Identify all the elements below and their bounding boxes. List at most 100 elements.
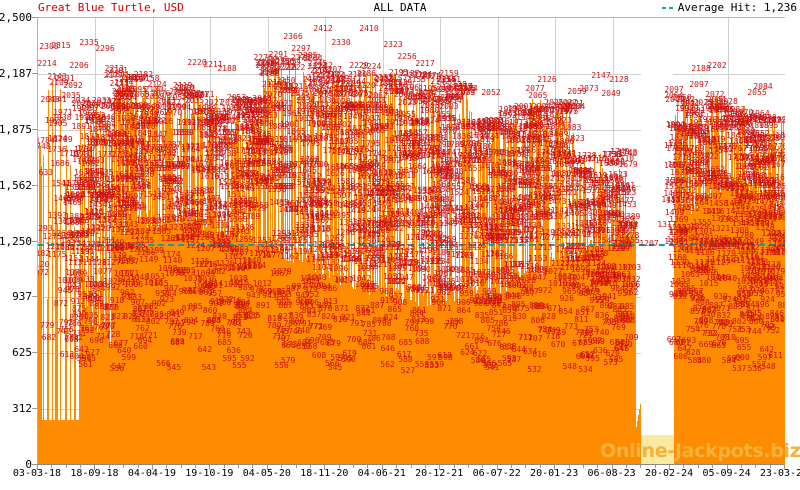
bar <box>385 283 386 465</box>
data-point-label: 867 <box>702 305 716 314</box>
data-point-label: 2023 <box>220 99 239 107</box>
data-point-label: 1743 <box>618 149 637 157</box>
data-point-label: 1222 <box>565 242 584 251</box>
data-point-label: 1010 <box>466 280 485 288</box>
data-point-label: 1970 <box>516 108 535 117</box>
data-point-label: 1426 <box>278 206 297 214</box>
spike <box>238 98 239 233</box>
data-point-label: 771 <box>309 323 323 331</box>
bar <box>287 255 288 465</box>
data-point-label: 537 <box>732 364 746 373</box>
bar <box>137 224 138 465</box>
data-point-label: 1123 <box>550 260 569 268</box>
data-point-label: 1657 <box>152 164 171 173</box>
spike <box>145 87 146 217</box>
data-point-label: 1051 <box>497 273 516 281</box>
bar <box>537 265 538 465</box>
bar <box>445 286 446 465</box>
bar <box>374 286 375 465</box>
peak-data-label: 2159 <box>439 69 458 78</box>
data-point-label: 1293 <box>767 229 785 238</box>
spike <box>183 124 184 222</box>
data-point-label: 1437 <box>513 204 532 212</box>
spike <box>248 140 249 240</box>
data-point-label: 1490 <box>690 194 709 203</box>
bar <box>554 260 555 465</box>
spike <box>487 116 488 287</box>
bar <box>181 213 182 465</box>
data-point-label: 527 <box>401 366 415 375</box>
bar <box>253 227 254 465</box>
data-point-label: 926 <box>559 295 573 303</box>
data-point-label: 1519 <box>610 189 629 197</box>
spike <box>492 122 493 292</box>
bar <box>98 285 99 465</box>
bar <box>521 267 522 465</box>
bar <box>125 217 126 465</box>
bar <box>528 268 529 465</box>
bar <box>346 279 347 465</box>
data-point-label: 1266 <box>709 234 728 243</box>
bar <box>146 212 147 465</box>
bar <box>349 288 350 465</box>
bar <box>133 215 134 465</box>
data-point-label: 1452 <box>209 201 228 209</box>
bar <box>564 249 565 465</box>
data-point-label: 646 <box>381 345 395 353</box>
bar <box>308 251 309 465</box>
peak-data-label: 2077 <box>525 84 544 93</box>
bar <box>269 251 270 465</box>
spike <box>421 77 422 297</box>
data-point-label: 912 <box>71 297 85 306</box>
bar <box>94 304 95 465</box>
bar <box>396 288 397 465</box>
bar <box>500 292 501 465</box>
data-point-label: 995 <box>364 283 378 291</box>
bar <box>144 221 145 465</box>
peak-data-label: 1710 <box>59 150 78 158</box>
peak-data-label: 1208 <box>767 240 785 248</box>
data-point-label: 679 <box>712 339 726 348</box>
bar <box>515 272 516 465</box>
spike <box>95 111 96 343</box>
x-axis-minor-tick <box>223 465 225 468</box>
spike <box>331 97 332 265</box>
bar <box>489 285 490 465</box>
data-point-label: 1377 <box>216 214 235 223</box>
bar <box>235 230 236 465</box>
spike <box>287 75 288 256</box>
bar <box>82 353 83 465</box>
data-point-label: 821 <box>341 314 355 322</box>
peak-data-label: 2366 <box>283 32 302 41</box>
spike <box>143 98 144 216</box>
data-point-label: 1603 <box>741 174 760 182</box>
bar <box>436 291 437 465</box>
data-point-label: 1482 <box>382 196 401 204</box>
data-point-label: 1825 <box>319 134 338 143</box>
data-point-label: 785 <box>760 320 774 329</box>
bar <box>550 257 551 465</box>
bar <box>442 293 443 465</box>
data-point-label: 1236 <box>612 240 631 248</box>
spike <box>539 134 540 274</box>
bar <box>255 244 256 465</box>
bar <box>134 215 135 465</box>
bar <box>66 145 67 465</box>
bar <box>378 285 379 465</box>
spike <box>289 70 290 245</box>
data-point-label: 1488 <box>479 194 498 203</box>
bar <box>266 243 267 465</box>
data-point-label: 1686 <box>50 159 69 168</box>
bar <box>300 260 301 465</box>
data-point-label: 1413 <box>391 208 410 216</box>
spike <box>181 110 182 214</box>
data-point-label: 1522 <box>366 188 385 197</box>
x-axis-minor-tick <box>511 465 513 468</box>
bar <box>221 216 222 465</box>
peak-data-label: 1462 <box>53 194 72 203</box>
data-point-label: 1280 <box>735 232 754 240</box>
legend-average-hit-label: Average Hit: 1,236 <box>678 1 797 14</box>
spike <box>132 102 133 226</box>
y-axis-tick-label: 312 <box>0 402 32 415</box>
spike <box>486 148 487 284</box>
